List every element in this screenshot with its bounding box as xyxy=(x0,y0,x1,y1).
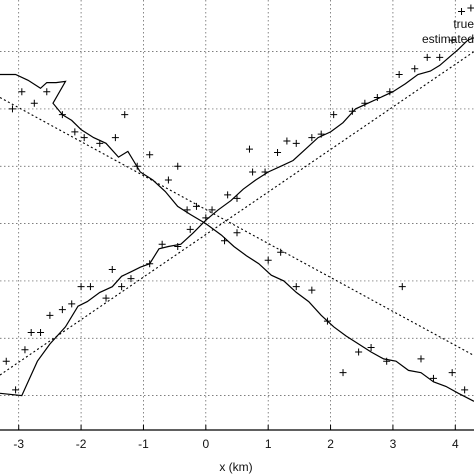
data-point-67 xyxy=(367,343,375,351)
data-point-56 xyxy=(208,206,216,214)
data-point-10 xyxy=(102,294,110,302)
data-point-20 xyxy=(233,194,241,202)
data-point-12 xyxy=(118,283,126,291)
data-point-49 xyxy=(121,111,129,119)
data-point-37 xyxy=(448,36,456,44)
data-point-42 xyxy=(30,99,38,107)
data-point-1 xyxy=(12,386,20,394)
data-point-3 xyxy=(27,329,35,337)
series-group xyxy=(0,37,474,402)
data-point-65 xyxy=(339,369,347,377)
data-point-6 xyxy=(58,306,66,314)
data-point-36 xyxy=(436,53,444,61)
data-point-13 xyxy=(127,275,135,283)
data-point-26 xyxy=(308,134,316,142)
data-point-73 xyxy=(461,386,469,394)
data-point-7 xyxy=(68,300,76,308)
legend-entry-true: true xyxy=(453,17,474,31)
data-point-45 xyxy=(71,128,79,136)
data-point-5 xyxy=(46,311,54,319)
data-point-71 xyxy=(429,374,437,382)
data-point-60 xyxy=(264,256,272,264)
data-point-66 xyxy=(355,348,363,356)
data-point-46 xyxy=(80,134,88,142)
data-point-17 xyxy=(186,225,194,233)
data-point-62 xyxy=(292,283,300,291)
x-tick-label-1: -2 xyxy=(76,437,87,451)
data-point-68 xyxy=(383,357,391,365)
x-tick-label-5: 2 xyxy=(327,437,334,451)
x-tick-label-0: -3 xyxy=(13,437,24,451)
data-point-72 xyxy=(448,369,456,377)
data-point-34 xyxy=(411,65,419,73)
data-point-69 xyxy=(398,283,406,291)
x-tick-label-4: 1 xyxy=(265,437,272,451)
data-point-70 xyxy=(417,355,425,363)
data-point-51 xyxy=(146,151,154,159)
data-point-38 xyxy=(458,7,466,15)
data-point-54 xyxy=(183,206,191,214)
true-line-0 xyxy=(0,51,474,376)
x-ticks: -3 -2 -1 0 1 2 3 4 xyxy=(13,425,459,451)
data-point-55 xyxy=(192,202,200,210)
marker-group xyxy=(2,4,474,394)
x-tick-label-6: 3 xyxy=(390,437,397,451)
data-point-52 xyxy=(164,176,172,184)
data-point-44 xyxy=(58,111,66,119)
data-point-14 xyxy=(146,260,154,268)
x-tick-label-3: 0 xyxy=(202,437,209,451)
data-point-63 xyxy=(308,286,316,294)
data-point-21 xyxy=(249,168,257,176)
data-point-29 xyxy=(348,107,356,115)
legend-entry-estimated: estimated xyxy=(422,32,474,46)
data-point-22 xyxy=(261,168,269,176)
data-point-57 xyxy=(221,237,229,245)
data-point-19 xyxy=(224,191,232,199)
data-point-39 xyxy=(467,4,474,12)
data-point-33 xyxy=(395,71,403,79)
grid xyxy=(0,0,474,430)
data-point-35 xyxy=(423,53,431,61)
data-point-59 xyxy=(245,145,253,153)
data-point-18 xyxy=(202,214,210,222)
data-point-0 xyxy=(2,357,10,365)
data-point-9 xyxy=(86,283,94,291)
estimated-line-3 xyxy=(0,73,474,402)
data-point-4 xyxy=(37,329,45,337)
x-axis-label: x (km) xyxy=(219,460,252,474)
data-point-11 xyxy=(108,265,116,273)
data-point-8 xyxy=(77,283,85,291)
estimated-line-2 xyxy=(0,37,474,397)
data-point-64 xyxy=(323,317,331,325)
data-point-61 xyxy=(277,248,285,256)
legend: true estimated xyxy=(422,17,474,46)
data-point-32 xyxy=(386,88,394,96)
data-point-24 xyxy=(283,137,291,145)
data-point-41 xyxy=(18,88,26,96)
data-point-23 xyxy=(274,149,282,157)
data-point-31 xyxy=(373,93,381,101)
data-point-25 xyxy=(292,139,300,147)
data-point-40 xyxy=(8,105,16,113)
data-point-16 xyxy=(174,243,182,251)
data-point-43 xyxy=(43,88,51,96)
data-point-28 xyxy=(330,111,338,119)
data-point-27 xyxy=(317,130,325,138)
data-point-15 xyxy=(158,240,166,248)
x-tick-label-2: -1 xyxy=(138,437,149,451)
data-point-48 xyxy=(111,134,119,142)
data-point-47 xyxy=(96,139,104,147)
data-point-2 xyxy=(21,346,29,354)
data-point-50 xyxy=(133,162,141,170)
data-point-30 xyxy=(361,99,369,107)
data-point-53 xyxy=(174,162,182,170)
data-point-58 xyxy=(233,229,241,237)
x-tick-label-7: 4 xyxy=(452,437,459,451)
